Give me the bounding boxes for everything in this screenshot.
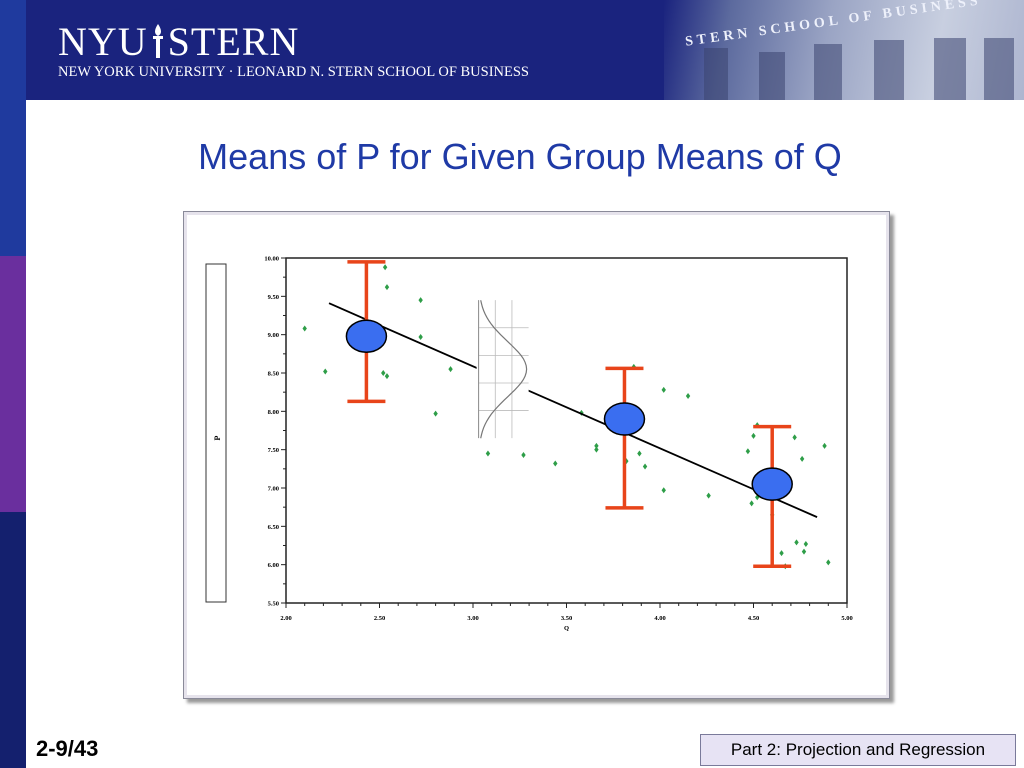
data-point bbox=[749, 500, 754, 507]
data-point bbox=[801, 548, 807, 555]
accent-block-purple bbox=[0, 256, 26, 512]
data-point bbox=[384, 284, 390, 291]
torch-icon bbox=[152, 24, 163, 58]
y-tick-label: 6.50 bbox=[268, 524, 279, 531]
data-point bbox=[418, 297, 423, 304]
nyu-stern-logo: NYU STERN bbox=[58, 22, 299, 62]
data-point bbox=[384, 373, 390, 380]
building-photo: STERN SCHOOL OF BUSINESS bbox=[664, 0, 1024, 100]
accent-block-blue bbox=[0, 0, 26, 256]
data-point bbox=[661, 487, 666, 494]
plot-background bbox=[187, 215, 886, 695]
y-tick-label: 7.00 bbox=[268, 486, 279, 493]
data-point bbox=[448, 366, 453, 373]
header-subtitle: NEW YORK UNIVERSITY · LEONARD N. STERN S… bbox=[58, 64, 529, 80]
logo-stern: STERN bbox=[167, 19, 300, 64]
density-inset-bg bbox=[476, 300, 529, 439]
y-tick-label: 10.00 bbox=[264, 256, 279, 263]
data-point bbox=[745, 448, 751, 455]
data-point bbox=[323, 368, 328, 375]
group-mean-marker bbox=[751, 467, 793, 501]
data-point bbox=[661, 386, 666, 393]
x-tick-label: 2.50 bbox=[374, 615, 385, 622]
data-point bbox=[521, 452, 526, 459]
data-point bbox=[799, 455, 805, 462]
y-tick-label: 5.50 bbox=[268, 601, 279, 608]
y-label-box bbox=[205, 263, 227, 603]
data-point bbox=[803, 540, 809, 547]
x-axis-label: Q bbox=[564, 625, 569, 632]
scatter-chart: P 10.00 9.50 9.00 8.50 8.00 7.50 7.00 6.50 6.00 5.… bbox=[187, 215, 886, 695]
data-point bbox=[792, 434, 797, 441]
accent-block-navy bbox=[0, 512, 26, 768]
x-tick-label: 3.50 bbox=[561, 615, 572, 622]
x-tick-label: 2.00 bbox=[280, 615, 291, 622]
logo-nyu: NYU bbox=[58, 19, 148, 64]
y-tick-label: 8.00 bbox=[268, 409, 279, 416]
group-mean-marker bbox=[603, 402, 646, 436]
y-tick-label: 9.50 bbox=[268, 294, 279, 301]
data-point bbox=[418, 333, 423, 340]
x-tick-label: 5.00 bbox=[841, 615, 852, 622]
left-accent-bar bbox=[0, 0, 26, 768]
y-axis-label: P bbox=[213, 435, 222, 440]
data-point bbox=[706, 492, 711, 499]
regression-line bbox=[328, 302, 818, 518]
slide-number: 2-9/43 bbox=[36, 736, 99, 761]
data-point bbox=[751, 432, 756, 439]
data-point bbox=[302, 325, 307, 332]
x-tick-label: 3.00 bbox=[467, 615, 478, 622]
data-point bbox=[794, 539, 799, 546]
y-tick-label: 8.50 bbox=[268, 371, 279, 378]
group-mean-marker bbox=[345, 319, 388, 353]
data-point bbox=[382, 264, 388, 271]
footer-label: Part 2: Projection and Regression bbox=[700, 734, 1016, 766]
data-point bbox=[826, 559, 831, 566]
header-banner: STERN SCHOOL OF BUSINESS NYU STERN NEW YO… bbox=[26, 0, 1024, 100]
data-point bbox=[822, 442, 827, 449]
y-tick-label: 7.50 bbox=[268, 447, 279, 454]
y-tick-label: 6.00 bbox=[268, 562, 279, 569]
data-point bbox=[485, 450, 491, 457]
chart-panel: P 10.00 9.50 9.00 8.50 8.00 7.50 7.00 6.50 6.00 5.… bbox=[183, 211, 890, 699]
density-curve bbox=[480, 300, 528, 439]
data-point bbox=[433, 410, 438, 417]
data-point bbox=[779, 550, 784, 557]
y-tick-label: 9.00 bbox=[268, 332, 279, 339]
slide-title: Means of P for Given Group Means of Q bbox=[198, 136, 842, 177]
data-point bbox=[381, 370, 386, 376]
x-tick-label: 4.50 bbox=[748, 615, 759, 622]
x-tick-label: 4.00 bbox=[654, 615, 665, 622]
